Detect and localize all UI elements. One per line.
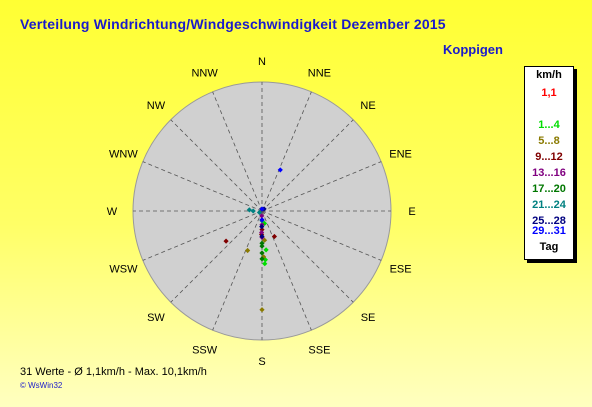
- legend-item-8: 25...28: [532, 215, 566, 227]
- spoke-wnw: [142, 161, 263, 212]
- spoke-wsw: [142, 210, 263, 261]
- spoke-nne: [261, 91, 312, 212]
- direction-label-sw: SW: [147, 312, 165, 324]
- data-point-day-14: [259, 229, 265, 236]
- spoke-nw: [170, 119, 263, 212]
- data-point-day-22: [250, 208, 256, 214]
- legend-item-2: 1...4: [538, 119, 560, 131]
- data-point-day-16: [259, 213, 265, 219]
- data-point-day-3: [262, 257, 269, 263]
- legend-header: km/h: [536, 69, 562, 81]
- spoke-nnw: [212, 91, 263, 212]
- direction-labels: N NNE NE ENE E ESE SE SSE S SSW SW WSW W WNW NW NNW: [107, 56, 416, 368]
- direction-label-wnw: WNW: [109, 149, 138, 161]
- data-point-day-2: [263, 247, 269, 253]
- station-name: Koppigen: [443, 42, 503, 57]
- data-point-day-12: [223, 238, 229, 244]
- chart-title: Verteilung Windrichtung/Windgeschwindigk…: [20, 16, 446, 32]
- spoke-ene: [261, 161, 382, 212]
- legend-item-9: 29...31: [532, 225, 566, 237]
- speed-legend: km/h 1,1 1...4 5...8 9...12 13...16 17..…: [524, 66, 574, 260]
- data-point-day-26: [259, 224, 265, 230]
- legend-item-5: 13...16: [532, 167, 566, 179]
- legend-item-3: 5...8: [538, 135, 560, 147]
- direction-label-nne: NNE: [308, 67, 331, 79]
- data-point-day-29: [259, 217, 265, 223]
- data-point-day-5: [261, 254, 267, 260]
- data-point-day-4: [262, 261, 268, 267]
- data-point-day-7: [259, 307, 265, 313]
- direction-label-w: W: [107, 206, 118, 218]
- direction-label-ssw: SSW: [192, 345, 218, 357]
- direction-label-sse: SSE: [308, 345, 330, 357]
- data-point-day-23: [256, 209, 263, 216]
- direction-label-wsw: WSW: [109, 263, 138, 275]
- data-point-day-20: [259, 243, 265, 249]
- spoke-ese: [261, 210, 382, 261]
- summary-footer: 31 Werte - Ø 1,1km/h - Max. 10,1km/h: [20, 366, 207, 378]
- direction-label-e: E: [408, 206, 415, 218]
- data-point-day-8: [245, 247, 251, 254]
- data-point-day-17: [259, 250, 265, 256]
- data-point-day-9: [271, 233, 278, 240]
- data-point-day-19: [259, 256, 265, 262]
- legend-item-7: 21...24: [532, 199, 566, 211]
- legend-item-4: 9...12: [535, 151, 563, 163]
- direction-label-ne: NE: [360, 100, 375, 112]
- spoke-se: [261, 210, 354, 303]
- data-point-day-18: [259, 240, 265, 246]
- direction-label-s: S: [258, 356, 265, 368]
- direction-label-nnw: NNW: [191, 67, 218, 79]
- data-point-day-30: [259, 206, 265, 212]
- direction-label-ene: ENE: [389, 149, 412, 161]
- direction-label-nw: NW: [147, 100, 166, 112]
- spoke-ssw: [212, 210, 263, 331]
- spoke-sw: [170, 210, 263, 303]
- legend-item-6: 17...20: [532, 183, 566, 195]
- spoke-sse: [261, 210, 312, 331]
- legend-item-1: 1,1: [541, 87, 557, 99]
- data-points: [223, 167, 283, 313]
- data-point-day-25: [259, 233, 265, 240]
- direction-label-se: SE: [361, 312, 376, 324]
- direction-label-n: N: [258, 56, 266, 68]
- direction-label-ese: ESE: [390, 263, 412, 275]
- spoke-ne: [261, 119, 354, 212]
- data-point-day-31: [277, 167, 283, 173]
- legend-item-10: Tag: [539, 241, 559, 253]
- software-credit: © WsWin32: [20, 381, 63, 390]
- data-point-day-6: [261, 237, 268, 243]
- direction-spokes: [133, 82, 391, 340]
- data-point-day-24: [246, 207, 252, 213]
